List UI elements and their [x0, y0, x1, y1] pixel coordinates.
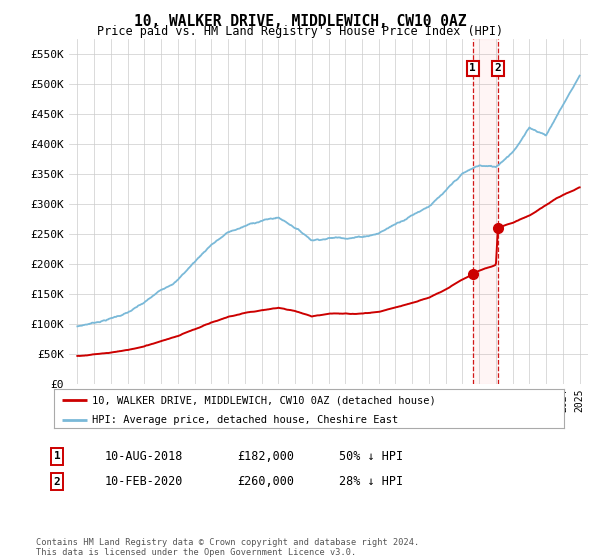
- Text: Price paid vs. HM Land Registry's House Price Index (HPI): Price paid vs. HM Land Registry's House …: [97, 25, 503, 38]
- Text: HPI: Average price, detached house, Cheshire East: HPI: Average price, detached house, Ches…: [92, 415, 398, 425]
- Text: £260,000: £260,000: [237, 475, 294, 488]
- Text: 1: 1: [469, 63, 476, 73]
- Text: Contains HM Land Registry data © Crown copyright and database right 2024.
This d: Contains HM Land Registry data © Crown c…: [36, 538, 419, 557]
- Text: 2: 2: [494, 63, 502, 73]
- Text: 28% ↓ HPI: 28% ↓ HPI: [339, 475, 403, 488]
- Text: 50% ↓ HPI: 50% ↓ HPI: [339, 450, 403, 463]
- Bar: [473, 39, 498, 384]
- Text: 1: 1: [53, 451, 61, 461]
- Text: 10, WALKER DRIVE, MIDDLEWICH, CW10 0AZ: 10, WALKER DRIVE, MIDDLEWICH, CW10 0AZ: [134, 14, 466, 29]
- Text: 10-FEB-2020: 10-FEB-2020: [105, 475, 184, 488]
- Text: £182,000: £182,000: [237, 450, 294, 463]
- Text: 2: 2: [53, 477, 61, 487]
- Text: 10-AUG-2018: 10-AUG-2018: [105, 450, 184, 463]
- Text: 10, WALKER DRIVE, MIDDLEWICH, CW10 0AZ (detached house): 10, WALKER DRIVE, MIDDLEWICH, CW10 0AZ (…: [92, 395, 436, 405]
